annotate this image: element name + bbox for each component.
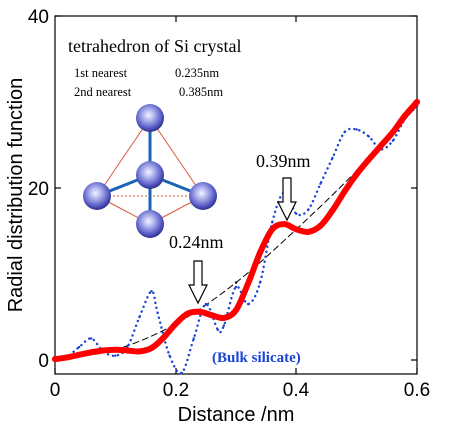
data-point bbox=[305, 228, 312, 235]
series-layer bbox=[52, 99, 420, 375]
si-atom bbox=[136, 210, 164, 238]
data-point bbox=[329, 207, 336, 214]
data-point bbox=[184, 310, 191, 317]
si-atom-center bbox=[136, 161, 164, 189]
data-point bbox=[414, 99, 420, 105]
data-point bbox=[234, 281, 238, 284]
inset-row-value: 0.385nm bbox=[179, 85, 223, 99]
data-point bbox=[100, 347, 107, 354]
data-point bbox=[317, 222, 324, 229]
data-point bbox=[196, 308, 203, 315]
data-point bbox=[172, 320, 179, 327]
data-point bbox=[90, 337, 93, 340]
annotation-label: 0.39nm bbox=[256, 151, 311, 171]
data-point bbox=[319, 182, 322, 185]
data-point bbox=[246, 302, 250, 306]
x-tick-label: 0.4 bbox=[283, 380, 310, 401]
data-point bbox=[271, 221, 274, 224]
x-tick-label: 0 bbox=[50, 380, 61, 401]
data-point bbox=[341, 188, 348, 195]
data-point bbox=[150, 290, 153, 293]
data-point bbox=[391, 139, 395, 142]
y-tick-label: 40 bbox=[28, 7, 49, 28]
data-point bbox=[160, 334, 167, 341]
y-tick-label: 0 bbox=[38, 351, 49, 372]
y-tick-label: 20 bbox=[28, 179, 49, 200]
bulk-silicate-label: (Bulk silicate) bbox=[212, 350, 301, 366]
data-point bbox=[222, 324, 226, 327]
data-point bbox=[88, 349, 95, 356]
tetrahedron-diagram bbox=[83, 104, 217, 238]
x-tick-label: 0.2 bbox=[163, 380, 189, 401]
peak-annotation-024: 0.24nm bbox=[169, 232, 224, 305]
data-point bbox=[77, 345, 81, 349]
data-point bbox=[138, 315, 141, 319]
down-arrow-icon bbox=[277, 177, 297, 222]
data-point bbox=[208, 312, 215, 319]
data-point bbox=[365, 156, 372, 163]
data-point bbox=[355, 128, 358, 131]
data-point bbox=[156, 311, 159, 314]
data-point bbox=[258, 281, 262, 284]
data-point bbox=[293, 226, 300, 233]
x-tick-label: 0.6 bbox=[404, 380, 430, 401]
data-point bbox=[245, 280, 252, 287]
data-point bbox=[281, 221, 288, 228]
data-point bbox=[220, 314, 227, 321]
data-point bbox=[295, 212, 298, 215]
data-point bbox=[233, 307, 239, 314]
data-point bbox=[192, 337, 195, 340]
data-point bbox=[269, 226, 276, 233]
data-point bbox=[331, 156, 334, 160]
tetrahedron-inset: tetrahedron of Si crystal 1st nearest 0.… bbox=[68, 36, 241, 238]
data-point bbox=[168, 354, 171, 357]
data-point bbox=[234, 285, 238, 289]
peak-annotation-039: 0.39nm bbox=[256, 151, 311, 222]
data-point bbox=[114, 354, 117, 357]
data-point bbox=[367, 135, 370, 138]
data-point bbox=[343, 130, 346, 134]
data-point bbox=[180, 371, 183, 375]
data-point bbox=[64, 354, 71, 361]
down-arrow-icon bbox=[188, 260, 208, 305]
inset-row-value: 0.235nm bbox=[175, 66, 219, 80]
inset-row-label: 1st nearest bbox=[74, 66, 128, 80]
data-point bbox=[124, 347, 131, 354]
data-point bbox=[216, 328, 220, 332]
si-atom bbox=[83, 182, 111, 210]
data-point bbox=[52, 356, 58, 363]
data-point bbox=[377, 142, 384, 149]
tetrahedron-edge bbox=[96, 117, 151, 197]
data-point bbox=[76, 351, 83, 358]
inset-title: tetrahedron of Si crystal bbox=[68, 36, 241, 56]
x-axis-label: Distance /nm bbox=[178, 404, 295, 426]
data-point bbox=[204, 302, 207, 306]
data-point bbox=[148, 345, 155, 351]
data-point bbox=[401, 112, 408, 119]
data-point bbox=[307, 208, 310, 211]
y-axis-label: Radial distribution function bbox=[5, 78, 27, 313]
si-atom bbox=[136, 104, 164, 132]
data-point bbox=[353, 171, 360, 178]
data-point bbox=[257, 249, 264, 256]
annotation-label: 0.24nm bbox=[169, 232, 224, 252]
inset-row-label: 2nd nearest bbox=[74, 85, 132, 99]
data-point bbox=[136, 348, 143, 355]
si-atom bbox=[189, 182, 217, 210]
data-point bbox=[389, 129, 396, 136]
tetrahedron-edge bbox=[149, 117, 204, 197]
data-point bbox=[112, 346, 119, 353]
